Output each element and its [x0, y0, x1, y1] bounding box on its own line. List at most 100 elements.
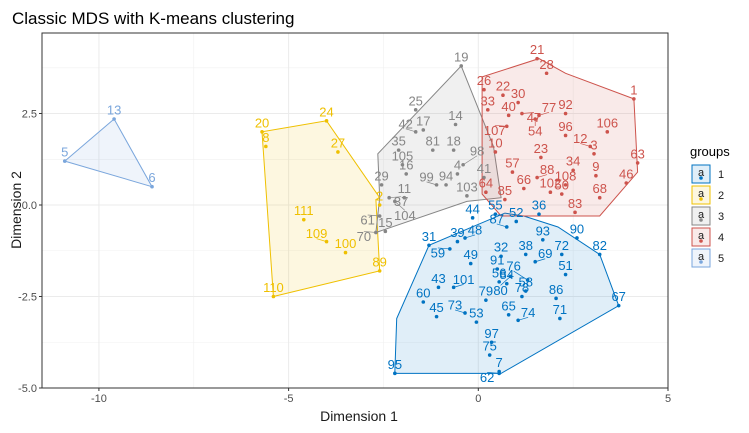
legend-label-1: 1 — [718, 169, 724, 181]
point-label: 51 — [558, 258, 572, 273]
legend-key-4 — [691, 227, 711, 247]
panel-border — [41, 32, 669, 389]
point-label: 92 — [558, 97, 572, 112]
point-label: 105 — [392, 148, 414, 163]
data-point — [533, 117, 538, 121]
data-point — [485, 108, 490, 112]
data-point — [336, 150, 340, 154]
point-label: 81 — [426, 134, 440, 149]
y-tick-label: 2.5 — [22, 109, 37, 121]
data-point — [62, 159, 67, 163]
data-point — [379, 183, 384, 187]
data-point — [495, 267, 500, 271]
point-label: 64 — [479, 176, 493, 191]
legend-title: groups — [690, 144, 730, 159]
data-point — [482, 175, 486, 180]
data-point — [563, 183, 568, 187]
data-point — [301, 217, 306, 222]
point-label: 109 — [306, 226, 328, 241]
data-point — [260, 130, 264, 134]
data-point — [504, 225, 509, 229]
point-label: 72 — [555, 238, 569, 253]
point-label: 32 — [494, 240, 508, 255]
point-label: 99 — [419, 169, 433, 184]
point-label: 73 — [448, 297, 462, 312]
point-label: 54 — [528, 124, 542, 139]
point-label: 50 — [555, 178, 569, 193]
data-point — [451, 148, 456, 152]
data-point — [461, 162, 465, 167]
data-point — [588, 144, 593, 149]
point-label: 8 — [262, 130, 269, 145]
data-point — [520, 111, 524, 116]
point-label: 70 — [357, 229, 371, 244]
data-point — [484, 298, 488, 302]
point-label: 27 — [331, 135, 345, 150]
data-point — [573, 210, 577, 215]
legend-key-point — [699, 239, 703, 243]
point-label: 37 — [394, 194, 408, 209]
point-label: 77 — [542, 100, 556, 115]
data-point — [535, 175, 539, 180]
data-point — [522, 186, 526, 191]
point-label: 26 — [477, 73, 491, 88]
point-label: 60 — [416, 285, 430, 300]
data-point — [504, 281, 509, 286]
leader-line — [513, 270, 528, 281]
point-label: 46 — [619, 167, 633, 182]
data-point — [541, 237, 545, 242]
legend-label-5: 5 — [718, 253, 724, 265]
point-label: 36 — [532, 198, 546, 213]
point-label: 17 — [416, 113, 430, 128]
data-point — [112, 117, 116, 121]
data-point — [459, 64, 464, 68]
cluster-hull-3 — [375, 64, 502, 234]
point-label: 68 — [592, 181, 606, 196]
leader-line — [437, 247, 450, 250]
data-point — [377, 269, 382, 273]
point-label: 108 — [555, 168, 577, 183]
point-label: 100 — [335, 236, 357, 251]
point-label: 24 — [319, 104, 333, 119]
data-point — [558, 316, 562, 321]
point-label: 69 — [538, 246, 552, 261]
point-label: 52 — [509, 205, 523, 220]
data-point — [624, 181, 629, 185]
point-label: 42 — [398, 116, 412, 131]
data-point — [506, 313, 511, 317]
data-point — [393, 199, 397, 204]
point-label: 91 — [490, 253, 504, 268]
data-point — [468, 261, 473, 266]
point-label: 85 — [498, 183, 512, 198]
point-label: 56 — [492, 265, 506, 280]
data-point — [463, 311, 467, 315]
data-point — [413, 108, 418, 112]
legend-key-1 — [691, 164, 711, 184]
legend-key-glyph: a — [698, 230, 705, 242]
data-point — [616, 303, 621, 308]
legend-key-glyph: a — [698, 188, 705, 200]
point-label: 13 — [107, 103, 121, 118]
data-point — [402, 195, 407, 200]
leader-line — [394, 201, 406, 211]
data-point — [150, 184, 154, 189]
data-point — [539, 155, 543, 160]
point-label: 95 — [388, 357, 402, 372]
point-label: 5 — [61, 145, 68, 160]
x-tick-label: -10 — [91, 393, 107, 405]
data-point — [537, 212, 541, 216]
point-label: 55 — [488, 198, 502, 213]
point-label: 28 — [539, 57, 553, 72]
point-label: 62 — [480, 370, 494, 385]
data-point — [504, 124, 509, 129]
point-label: 78 — [515, 280, 529, 295]
data-point — [387, 195, 391, 200]
point-label: 4 — [454, 157, 461, 172]
data-point — [484, 190, 488, 195]
point-label: 16 — [399, 157, 413, 172]
point-label: 89 — [372, 254, 386, 269]
data-point — [453, 122, 458, 127]
data-point — [497, 280, 501, 284]
data-point — [501, 93, 505, 98]
